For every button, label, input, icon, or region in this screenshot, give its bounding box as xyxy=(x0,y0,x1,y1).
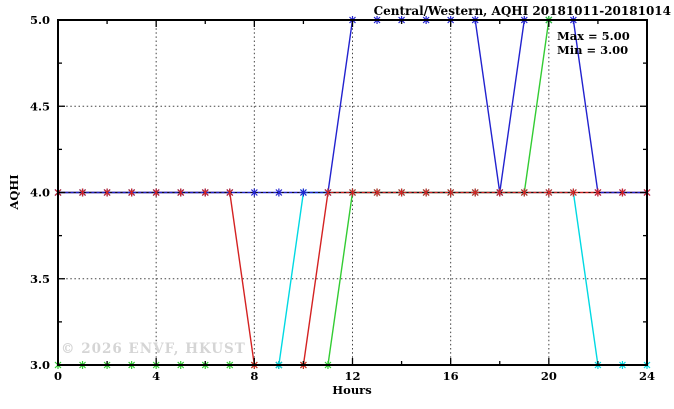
series-red-marker xyxy=(226,188,234,197)
series-red-marker xyxy=(324,188,332,197)
series-red-marker xyxy=(520,188,528,197)
chart-title: Central/Western, AQHI 20181011-20181014 xyxy=(373,4,671,18)
series-red-marker xyxy=(398,188,406,197)
series-red-marker xyxy=(128,188,136,197)
x-tick-label: 20 xyxy=(541,369,557,383)
series-red-marker xyxy=(422,188,430,197)
series-red-marker xyxy=(177,188,185,197)
x-tick-label: 24 xyxy=(639,369,655,383)
series-red-marker xyxy=(447,188,455,197)
y-axis-label: AQHI xyxy=(7,174,21,210)
series-blue-marker xyxy=(250,188,258,197)
series-red-marker xyxy=(79,188,86,197)
series-red-marker xyxy=(569,188,577,197)
y-tick-label: 4.5 xyxy=(30,99,50,113)
y-tick-label: 5.0 xyxy=(30,13,50,27)
series-red-marker xyxy=(496,188,504,197)
y-tick-label: 3.0 xyxy=(30,358,50,372)
y-tick-label: 4.0 xyxy=(30,186,50,200)
x-tick-label: 16 xyxy=(443,369,459,383)
x-tick-label: 8 xyxy=(250,369,258,383)
min-annotation: Min = 3.00 xyxy=(557,43,629,57)
series-red-marker xyxy=(471,188,479,197)
series-red-marker xyxy=(545,188,553,197)
series-red-marker xyxy=(152,188,160,197)
series-red-marker xyxy=(349,188,356,197)
series-red-marker xyxy=(594,188,602,197)
x-tick-label: 12 xyxy=(344,369,360,383)
max-min-annotation: Max = 5.00 Min = 3.00 xyxy=(557,29,630,57)
max-annotation: Max = 5.00 xyxy=(557,29,630,43)
series-blue-marker xyxy=(299,188,307,197)
series-blue-marker xyxy=(275,188,283,197)
series-red-marker xyxy=(373,188,381,197)
x-tick-label: 0 xyxy=(54,369,62,383)
x-tick-label: 4 xyxy=(152,369,160,383)
x-axis-label: Hours xyxy=(332,383,372,397)
series-red-marker xyxy=(103,188,111,197)
series-red-marker xyxy=(619,188,626,197)
y-tick-label: 3.5 xyxy=(30,272,50,286)
series-red-marker xyxy=(201,188,209,197)
watermark: © 2026 ENVF, HKUST xyxy=(61,341,246,357)
